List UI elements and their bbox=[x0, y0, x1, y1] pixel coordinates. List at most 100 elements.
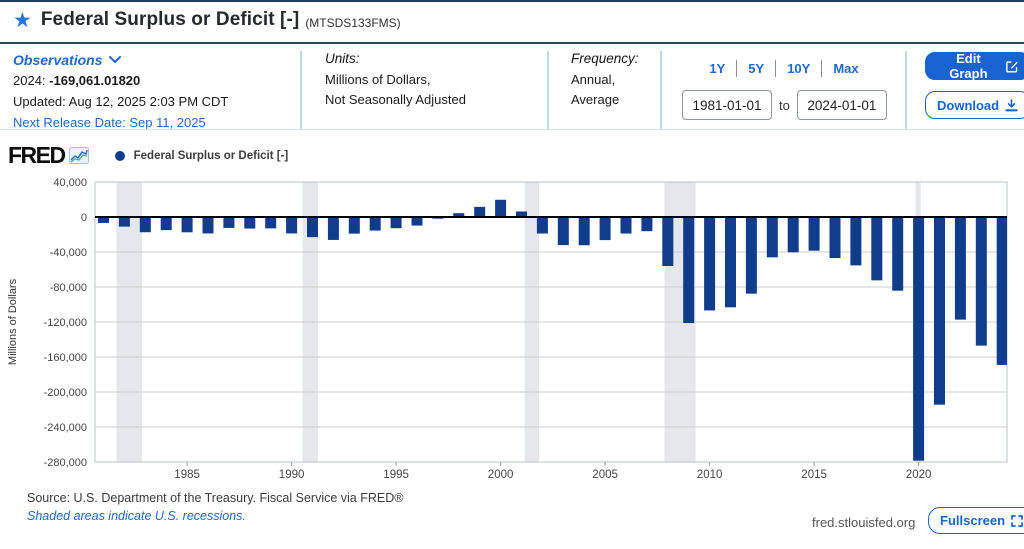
deficit-bar bbox=[536, 217, 548, 234]
deficit-bar bbox=[411, 217, 423, 226]
deficit-bar bbox=[265, 217, 277, 229]
action-buttons: Edit Graph Download bbox=[925, 51, 1024, 119]
preset-separator bbox=[821, 60, 823, 77]
x-tick-label: 2005 bbox=[592, 469, 618, 481]
deficit-bar bbox=[223, 217, 235, 228]
download-icon bbox=[1005, 98, 1018, 111]
y-tick-label: -200,000 bbox=[44, 387, 87, 399]
y-tick-label: -40,000 bbox=[50, 247, 87, 259]
deficit-bar bbox=[662, 217, 674, 266]
end-date-input[interactable] bbox=[796, 90, 887, 120]
latest-period: 2024: bbox=[13, 73, 46, 88]
preset-separator bbox=[736, 60, 738, 77]
edit-graph-label: Edit Graph bbox=[949, 51, 988, 81]
download-button[interactable]: Download bbox=[925, 91, 1024, 119]
deficit-bar bbox=[516, 211, 527, 217]
legend-series-dot bbox=[114, 150, 125, 161]
range-presets: 1Y 5Y 10Y Max bbox=[682, 60, 886, 77]
deficit-bar bbox=[683, 217, 695, 324]
deficit-bar bbox=[118, 217, 130, 227]
header-bottom-divider bbox=[0, 129, 1024, 130]
deficit-bar bbox=[307, 217, 318, 238]
deficit-bar bbox=[850, 217, 862, 266]
fred-logo-text: FRED bbox=[8, 142, 66, 168]
deficit-bar bbox=[766, 217, 778, 258]
x-tick-label: 2000 bbox=[488, 469, 514, 481]
chevron-down-icon bbox=[109, 56, 122, 63]
next-release-date: Next Release Date: Sep 11, 2025 bbox=[13, 115, 206, 130]
deficit-bar bbox=[390, 217, 402, 229]
deficit-bar bbox=[181, 217, 193, 233]
x-tick-label: 2020 bbox=[906, 469, 932, 481]
preset-separator bbox=[775, 60, 777, 77]
deficit-bar bbox=[829, 217, 841, 259]
deficit-bar bbox=[495, 199, 507, 217]
download-label: Download bbox=[937, 97, 1000, 113]
units-line2: Not Seasonally Adjusted bbox=[325, 92, 466, 107]
edit-icon bbox=[1005, 60, 1018, 72]
source-attribution: Source: U.S. Department of the Treasury.… bbox=[27, 491, 404, 505]
deficit-bar bbox=[202, 217, 214, 234]
edit-graph-button[interactable]: Edit Graph bbox=[925, 51, 1024, 81]
series-id: (MTSDS133FMS) bbox=[305, 15, 401, 30]
x-tick-label: 2010 bbox=[697, 469, 723, 481]
observations-dropdown[interactable]: Observations bbox=[13, 52, 293, 68]
masthead: ★ Federal Surplus or Deficit [-] (MTSDS1… bbox=[13, 9, 401, 31]
fred-site-link[interactable]: fred.stlouisfed.org bbox=[812, 515, 916, 530]
fred-logo[interactable]: FRED bbox=[8, 144, 89, 167]
y-tick-label: 40,000 bbox=[53, 177, 87, 189]
recession-note-link[interactable]: Shaded areas indicate U.S. recessions. bbox=[27, 509, 246, 523]
fullscreen-icon bbox=[1011, 514, 1023, 527]
y-axis-title: Millions of Dollars bbox=[7, 278, 19, 365]
section-divider bbox=[905, 51, 907, 129]
deficit-bar bbox=[808, 217, 820, 251]
y-tick-label: -280,000 bbox=[44, 457, 87, 469]
y-tick-label: -80,000 bbox=[50, 282, 87, 294]
deficit-bar bbox=[975, 217, 987, 346]
deficit-bar bbox=[578, 217, 590, 246]
deficit-bar bbox=[934, 217, 945, 405]
date-inputs: to bbox=[682, 90, 887, 120]
deficit-bar bbox=[244, 217, 256, 229]
frequency-line1: Annual, bbox=[571, 72, 616, 87]
range-preset-1y[interactable]: 1Y bbox=[709, 61, 726, 76]
y-tick-label: -240,000 bbox=[44, 422, 87, 434]
deficit-bar bbox=[913, 217, 925, 461]
units-label: Units: bbox=[325, 51, 360, 66]
y-tick-label: 0 bbox=[81, 212, 87, 224]
units-section: Units: Millions of Dollars, Not Seasonal… bbox=[325, 51, 466, 110]
to-label: to bbox=[779, 97, 790, 113]
section-divider bbox=[660, 51, 662, 129]
fullscreen-label: Fullscreen bbox=[940, 513, 1006, 528]
deficit-bar bbox=[745, 217, 757, 294]
legend-series-label: Federal Surplus or Deficit [-] bbox=[133, 149, 289, 162]
y-tick-label: -120,000 bbox=[44, 317, 87, 329]
deficit-bar bbox=[474, 206, 486, 217]
title-divider bbox=[0, 42, 1024, 44]
x-tick-label: 1990 bbox=[279, 469, 305, 481]
fullscreen-button[interactable]: Fullscreen bbox=[928, 507, 1024, 534]
deficit-bar bbox=[704, 217, 716, 311]
deficit-bar bbox=[787, 217, 799, 253]
deficit-bar bbox=[139, 217, 151, 233]
section-divider bbox=[300, 51, 302, 129]
date-range-controls: 1Y 5Y 10Y Max to bbox=[682, 60, 887, 120]
deficit-bar bbox=[453, 213, 465, 217]
observations-section: Observations 2024: -169,061.01820 Update… bbox=[13, 52, 293, 130]
range-preset-5y[interactable]: 5Y bbox=[748, 61, 765, 76]
deficit-bar-chart: 40,000 0 -40,000 -80,000 -120,000 -160,000 -20… bbox=[7, 177, 1008, 481]
deficit-bar bbox=[327, 217, 339, 240]
deficit-bar bbox=[286, 217, 298, 234]
range-preset-max[interactable]: Max bbox=[833, 61, 859, 76]
frequency-line2: Average bbox=[571, 92, 620, 107]
x-tick-label: 1985 bbox=[174, 469, 200, 481]
start-date-input[interactable] bbox=[682, 90, 772, 120]
range-preset-10y[interactable]: 10Y bbox=[787, 61, 811, 76]
latest-value: -169,061.01820 bbox=[49, 73, 141, 88]
favorite-star-icon[interactable]: ★ bbox=[13, 8, 32, 32]
deficit-bar bbox=[641, 217, 653, 232]
updated-timestamp: Updated: Aug 12, 2025 2:03 PM CDT bbox=[13, 94, 229, 109]
observations-label: Observations bbox=[13, 52, 103, 68]
x-tick-label: 1995 bbox=[383, 469, 409, 481]
page-title: Federal Surplus or Deficit [-] bbox=[40, 9, 300, 30]
